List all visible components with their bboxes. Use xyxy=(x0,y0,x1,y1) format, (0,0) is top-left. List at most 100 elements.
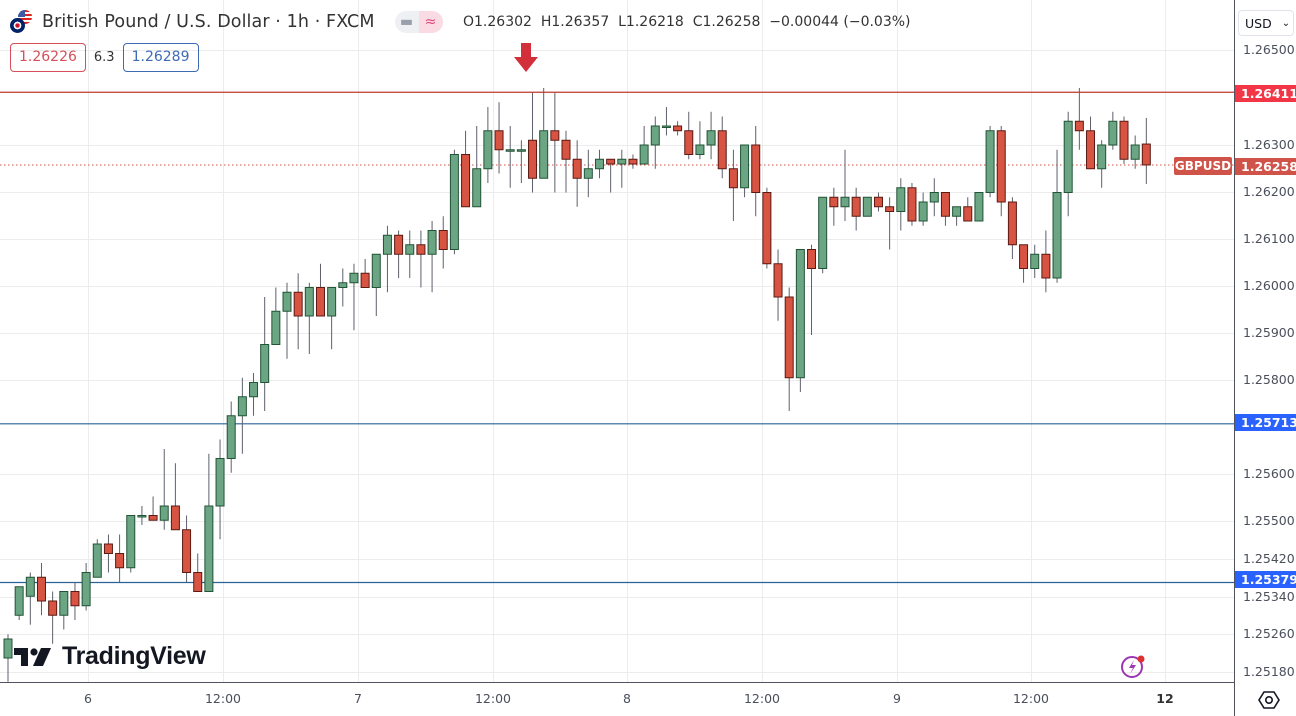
candle xyxy=(36,563,46,616)
candle xyxy=(550,92,560,193)
price-label: 1.25900 xyxy=(1243,325,1295,340)
candle xyxy=(483,107,493,183)
candle xyxy=(271,287,281,345)
candle xyxy=(862,196,872,217)
price-label: 1.25180 xyxy=(1243,664,1295,679)
candle xyxy=(338,268,348,307)
price-label: 1.25800 xyxy=(1243,372,1295,387)
price-tag: 1.25379 xyxy=(1235,571,1296,588)
candle xyxy=(461,130,471,208)
down-arrow-annotation[interactable] xyxy=(514,43,538,72)
candle xyxy=(684,111,694,160)
candle xyxy=(918,192,928,226)
time-label: 6 xyxy=(84,691,92,706)
currency-value: USD xyxy=(1245,15,1272,31)
time-label: 12 xyxy=(1156,691,1174,706)
candle xyxy=(594,149,604,179)
chart-toggle[interactable]: ▬ ≈ xyxy=(394,11,443,33)
candle xyxy=(963,197,973,222)
candle xyxy=(996,126,1006,217)
candle xyxy=(617,149,627,188)
currency-select[interactable]: USD ⌄ xyxy=(1238,10,1294,36)
candle xyxy=(115,534,125,582)
candle xyxy=(896,178,906,231)
approx-icon[interactable]: ≈ xyxy=(418,11,443,33)
candle xyxy=(740,144,750,198)
candle xyxy=(371,253,381,316)
candle xyxy=(137,506,147,525)
candle xyxy=(639,126,649,165)
candle xyxy=(561,130,571,193)
uk-flag-icon xyxy=(10,18,25,33)
candle xyxy=(260,297,270,411)
candle xyxy=(606,158,616,193)
candle xyxy=(103,534,113,573)
candle xyxy=(572,140,582,207)
candle xyxy=(494,102,504,174)
candle xyxy=(628,154,638,169)
candle xyxy=(427,221,437,293)
candle xyxy=(583,149,593,198)
candle xyxy=(728,149,738,221)
sell-price-button[interactable]: 1.26226 xyxy=(10,43,86,72)
time-label: 12:00 xyxy=(1012,691,1050,706)
candle xyxy=(1052,149,1062,283)
candle xyxy=(1130,135,1140,169)
candle xyxy=(416,230,426,288)
candle xyxy=(1063,111,1073,217)
price-label: 1.26000 xyxy=(1243,278,1295,293)
price-tag: 1.26258 xyxy=(1235,158,1296,175)
buy-price-button[interactable]: 1.26289 xyxy=(122,43,199,72)
price-label: 1.25260 xyxy=(1243,626,1295,641)
price-label: 1.26500 xyxy=(1243,42,1295,57)
price-tag: 1.25713 xyxy=(1235,414,1296,431)
price-label: 1.26300 xyxy=(1243,137,1295,152)
candle xyxy=(1074,88,1084,150)
chart-grid xyxy=(0,0,1234,682)
candle xyxy=(472,126,482,208)
price-label: 1.25340 xyxy=(1243,589,1295,604)
candle xyxy=(952,206,962,226)
candle xyxy=(762,187,772,269)
lightning-icon[interactable] xyxy=(1119,652,1149,686)
price-label: 1.26100 xyxy=(1243,231,1295,246)
candle xyxy=(237,377,247,454)
candle xyxy=(226,401,236,473)
time-label: 9 xyxy=(893,691,901,706)
candle xyxy=(929,178,939,217)
candle xyxy=(528,92,538,193)
tradingview-logo[interactable]: TradingView xyxy=(14,642,206,671)
price-tag: 1.26411 xyxy=(1235,85,1296,102)
candle xyxy=(673,121,683,136)
candle xyxy=(438,216,448,269)
time-label: 12:00 xyxy=(743,691,781,706)
minus-icon[interactable]: ▬ xyxy=(399,14,414,30)
candle xyxy=(505,126,515,188)
candle xyxy=(751,126,761,217)
candle xyxy=(829,187,839,226)
symbol-price-tag: GBPUSD xyxy=(1174,157,1232,175)
candle xyxy=(650,116,660,169)
candle xyxy=(25,572,35,625)
price-label: 1.26200 xyxy=(1243,184,1295,199)
candle xyxy=(1019,244,1029,283)
candle xyxy=(851,187,861,231)
candle xyxy=(349,263,359,331)
candle xyxy=(148,496,158,521)
candle xyxy=(3,634,13,682)
candle xyxy=(59,591,69,630)
candle xyxy=(873,192,883,212)
symbol-title[interactable]: British Pound / U.S. Dollar · 1h · FXCM xyxy=(42,12,375,32)
candle xyxy=(382,225,392,293)
candle xyxy=(215,439,225,540)
candle xyxy=(204,453,214,592)
settings-icon[interactable] xyxy=(1258,689,1280,715)
candle xyxy=(516,140,526,183)
candle xyxy=(159,449,169,530)
candle xyxy=(394,230,404,278)
chevron-down-icon: ⌄ xyxy=(1281,17,1291,29)
candle xyxy=(170,463,180,531)
candle xyxy=(14,586,24,620)
candle xyxy=(1108,111,1118,150)
